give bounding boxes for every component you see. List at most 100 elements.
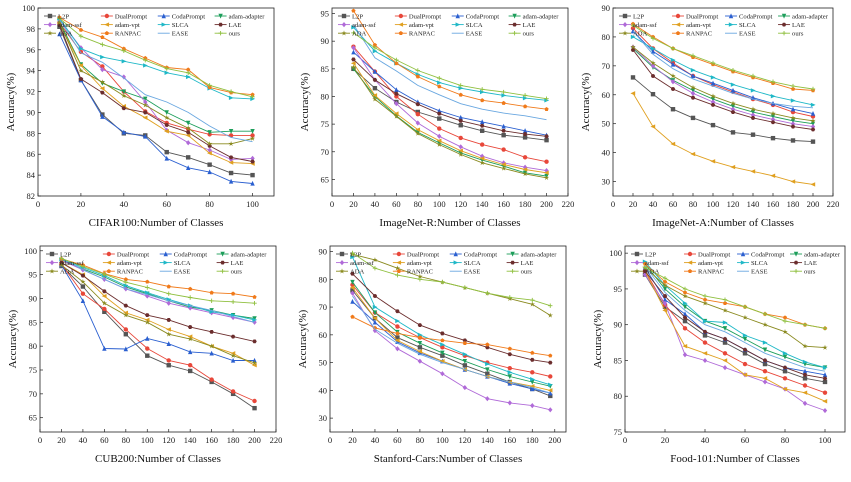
food-101-xtick-label: 40 [701, 435, 710, 445]
food-101-point-adam-vpt [782, 386, 788, 392]
cifar100-series-codaprompt [57, 31, 255, 186]
imagenet-r-point-ada [458, 151, 464, 157]
food-101-legend-marker [793, 269, 799, 274]
imagenet-r-ytick-label: 80 [321, 91, 330, 101]
stanford-cars-legend-label: L2P [350, 251, 361, 258]
imagenet-r-point-ada [350, 64, 357, 70]
cub200-legend-item-adam-ssf: adam-ssf [46, 260, 85, 267]
cub200-series-ours [59, 256, 257, 306]
imagenet-r-ytick-label: 75 [321, 119, 330, 129]
cub200-legend-marker [106, 260, 112, 265]
food-101-point-ranpac [782, 315, 788, 320]
imagenet-r-line-codaprompt [353, 51, 547, 136]
imagenet-a-point-slca [770, 94, 776, 99]
stanford-cars-legend-item-lae: LAE [506, 260, 533, 267]
imagenet-a-point-ada [710, 93, 716, 99]
cub200-point-ada [58, 262, 65, 268]
imagenet-a-series-l2p [630, 75, 816, 144]
imagenet-a-point-adam-adapter [810, 121, 816, 127]
imagenet-a-point-ours [690, 53, 696, 58]
imagenet-r-series-ranpac [351, 8, 549, 111]
cub200-legend-item-dualprompt: DualPrompt [102, 251, 149, 258]
cifar100-point-codaprompt [250, 180, 255, 186]
stanford-cars-ytick-label: 90 [319, 247, 328, 257]
stanford-cars-point-adam-adapter [485, 367, 490, 373]
cifar100-ytick-label: 98 [27, 24, 36, 34]
cub200-point-lae [80, 273, 86, 278]
food-101-point-dualprompt [802, 383, 808, 388]
cub200-legend-item-adam-vpt: adam-vpt [102, 260, 142, 267]
cifar100-point-ada [56, 19, 63, 25]
imagenet-a-point-adam-vpt [710, 159, 716, 164]
cifar100-point-slca [121, 59, 127, 64]
imagenet-a-point-codaprompt [710, 80, 716, 86]
stanford-cars-series-ranpac [350, 314, 553, 358]
imagenet-r-point-ranpac [394, 61, 399, 66]
cub200-point-lae [102, 289, 107, 294]
imagenet-r-legend-item-ada: ADA [338, 30, 367, 38]
stanford-cars-point-adam-ssf [485, 396, 490, 402]
cub200-xtick-label: 120 [162, 435, 175, 445]
cifar100-line-ours [59, 18, 253, 98]
imagenet-r-point-ours [544, 96, 549, 101]
imagenet-a-point-ada [810, 118, 816, 124]
food-101-legend-marker [740, 251, 746, 257]
cub200-legend-label: CodaPrompt [174, 251, 208, 258]
cub200-legend-item-ours: ours [216, 269, 242, 276]
imagenet-a-point-lae [770, 120, 776, 125]
cub200-point-dualprompt [230, 389, 236, 394]
cub200-legend: L2P DualPrompt CodaPrompt adam-adapter adam-… [46, 251, 267, 276]
cifar100-legend-label: L2P [58, 13, 69, 20]
food-101-point-adam-adapter [662, 286, 668, 292]
food-101-point-slca [682, 301, 688, 306]
food-101-point-codaprompt [802, 368, 808, 374]
food-101-point-slca [822, 365, 828, 370]
imagenet-a-point-adam-vpt [790, 179, 796, 184]
imagenet-r-point-ranpac [522, 104, 528, 109]
cub200-point-l2p [166, 363, 171, 368]
imagenet-r-point-adam-ssf [522, 164, 528, 170]
cifar100-legend-item-slca: SLCA [157, 22, 189, 29]
stanford-cars-point-codaprompt [530, 386, 535, 392]
stanford-cars-point-slca [417, 332, 423, 338]
cifar100-point-l2p [250, 172, 255, 178]
cub200-point-dualprompt [123, 327, 129, 332]
cub200-legend-marker [220, 251, 225, 257]
cub200-legend-label: RANPAC [117, 269, 144, 276]
cub200-line-dualprompt [61, 263, 255, 402]
stanford-cars-point-ours [350, 250, 355, 256]
imagenet-a-legend: L2P DualPrompt CodaPrompt adam-adapter adam-… [619, 13, 829, 38]
imagenet-r-xtick-label: 120 [454, 199, 467, 209]
imagenet-a-point-l2p [710, 122, 716, 128]
cub200-legend-marker [163, 260, 169, 265]
imagenet-r-xtick-label: 160 [497, 199, 510, 209]
cifar100-line-ease [59, 19, 253, 143]
cub200-ytick-label: 65 [29, 413, 38, 423]
cub200-series-codaprompt [59, 262, 257, 363]
cub200-line-lae [61, 262, 255, 342]
cub200-point-adam-ssf [166, 300, 171, 306]
imagenet-a-legend-label: ours [792, 31, 804, 38]
stanford-cars-legend-item-dualprompt: DualPrompt [392, 251, 439, 258]
imagenet-a-point-adam-vpt [750, 169, 756, 174]
imagenet-a-line-adam-ssf [632, 46, 814, 128]
cub200-point-slca [252, 317, 258, 323]
imagenet-a-point-lae [650, 74, 656, 78]
stanford-cars-point-adam-vpt [372, 315, 378, 321]
cub200-legend-item-ease: EASE [159, 269, 190, 276]
stanford-cars-point-ranpac [485, 342, 490, 347]
cifar100-point-codaprompt [100, 114, 105, 119]
cub200-xtick-label: 160 [205, 435, 218, 445]
food-101-point-ours [802, 322, 808, 327]
imagenet-r-ytick-label: 95 [321, 9, 330, 19]
cub200-legend-marker [106, 251, 112, 257]
imagenet-a-point-codaprompt [790, 106, 796, 112]
cifar100-point-l2p [57, 24, 62, 29]
cifar100-point-l2p [207, 162, 212, 167]
imagenet-a-point-adam-vpt [690, 151, 696, 157]
food-101-point-adam-vpt [802, 390, 808, 395]
imagenet-a-xtick-label: 0 [611, 199, 615, 209]
imagenet-a-legend-marker [622, 13, 628, 19]
cifar100-point-ours [121, 48, 127, 54]
food-101-ytick-label: 95 [614, 284, 623, 294]
